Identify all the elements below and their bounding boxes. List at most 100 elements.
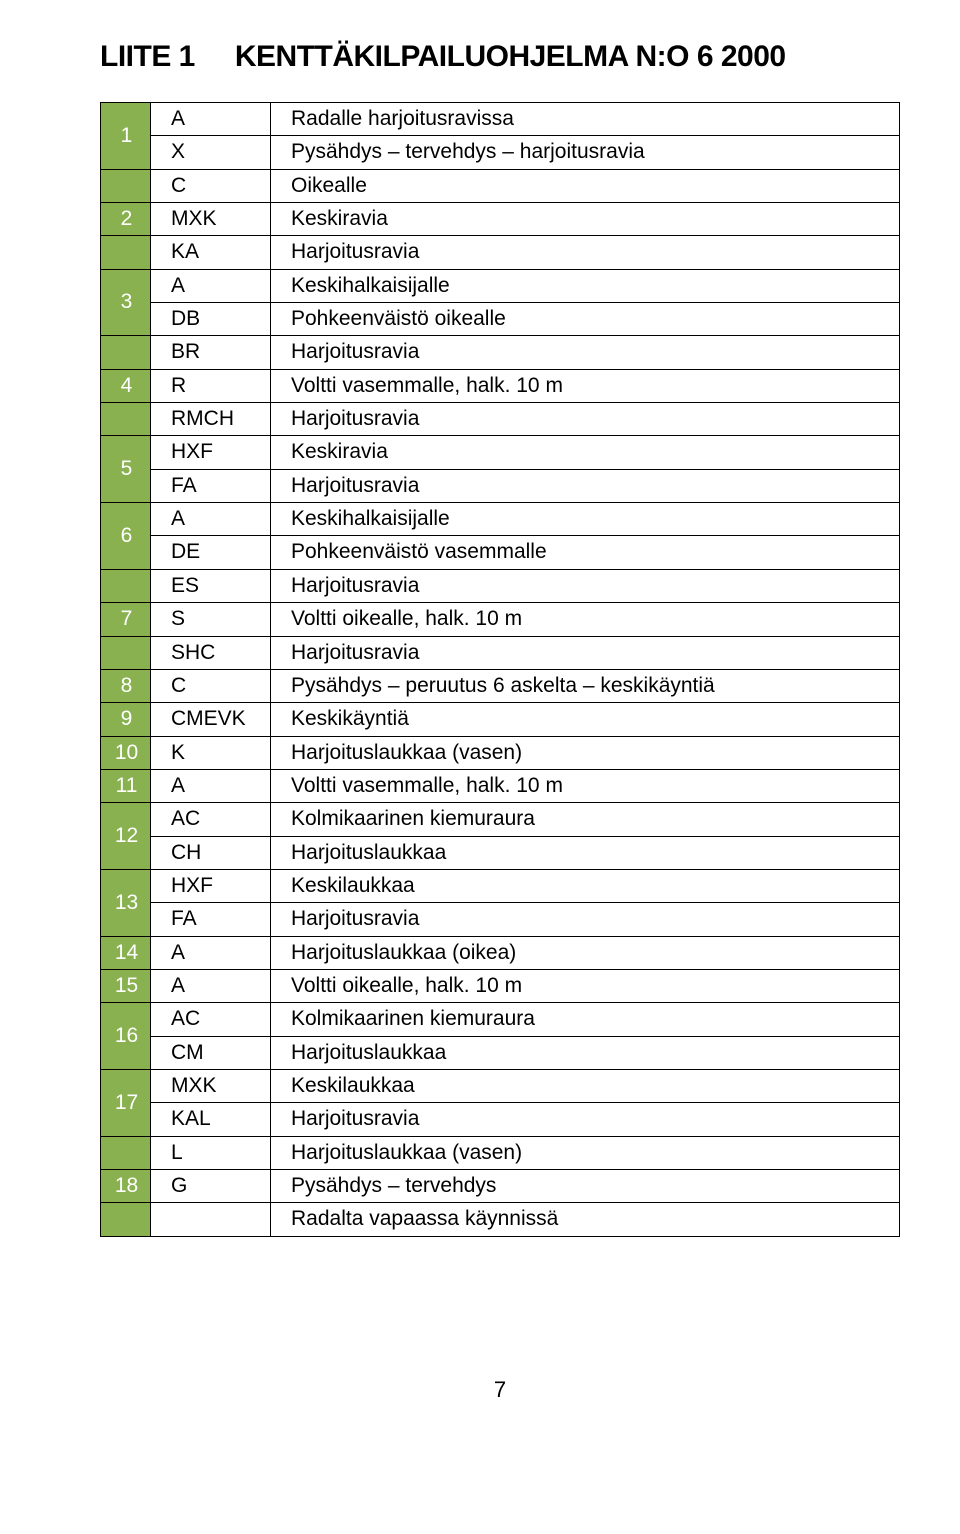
table-row: CMHarjoituslaukkaa — [101, 1036, 900, 1069]
table-row: DEPohkeenväistö vasemmalle — [101, 536, 900, 569]
row-code: S — [151, 603, 271, 636]
row-desc: Harjoitusravia — [271, 236, 900, 269]
row-code: A — [151, 269, 271, 302]
row-number: 6 — [101, 503, 151, 570]
row-code: R — [151, 369, 271, 402]
row-code: X — [151, 136, 271, 169]
row-desc: Harjoitusravia — [271, 336, 900, 369]
table-row: 15AVoltti oikealle, halk. 10 m — [101, 969, 900, 1002]
row-number — [101, 403, 151, 436]
row-desc: Harjoitusravia — [271, 403, 900, 436]
row-number: 7 — [101, 603, 151, 636]
page-heading: LIITE 1 KENTTÄKILPAILUOHJELMA N:O 6 2000 — [100, 40, 900, 74]
row-code: KA — [151, 236, 271, 269]
row-number — [101, 636, 151, 669]
table-row: 8CPysähdys – peruutus 6 askelta – keskik… — [101, 669, 900, 702]
row-code: ES — [151, 569, 271, 602]
row-desc: Harjoituslaukkaa (vasen) — [271, 1136, 900, 1169]
row-desc: Radalle harjoitusravissa — [271, 103, 900, 136]
row-desc: Keskihalkaisijalle — [271, 503, 900, 536]
table-row: 1ARadalle harjoitusravissa — [101, 103, 900, 136]
row-desc: Kolmikaarinen kiemuraura — [271, 1003, 900, 1036]
table-row: SHCHarjoitusravia — [101, 636, 900, 669]
row-code: AC — [151, 1003, 271, 1036]
row-desc: Pysähdys – peruutus 6 askelta – keskikäy… — [271, 669, 900, 702]
row-number — [101, 1136, 151, 1169]
table-row: Radalta vapaassa käynnissä — [101, 1203, 900, 1236]
row-number: 14 — [101, 936, 151, 969]
table-row: 18GPysähdys – tervehdys — [101, 1170, 900, 1203]
row-number — [101, 569, 151, 602]
row-code: DE — [151, 536, 271, 569]
table-row: RMCHHarjoitusravia — [101, 403, 900, 436]
table-row: LHarjoituslaukkaa (vasen) — [101, 1136, 900, 1169]
row-code: MXK — [151, 203, 271, 236]
row-code: SHC — [151, 636, 271, 669]
row-desc: Harjoituslaukkaa (vasen) — [271, 736, 900, 769]
row-code: FA — [151, 469, 271, 502]
table-row: 17MXKKeskilaukkaa — [101, 1069, 900, 1102]
row-desc: Voltti oikealle, halk. 10 m — [271, 603, 900, 636]
table-row: FAHarjoitusravia — [101, 469, 900, 502]
row-desc: Keskihalkaisijalle — [271, 269, 900, 302]
table-row: FAHarjoitusravia — [101, 903, 900, 936]
row-number: 12 — [101, 803, 151, 870]
row-code: A — [151, 103, 271, 136]
table-row: KAHarjoitusravia — [101, 236, 900, 269]
row-number: 13 — [101, 869, 151, 936]
row-desc: Harjoituslaukkaa — [271, 1036, 900, 1069]
table-row: 13HXFKeskilaukkaa — [101, 869, 900, 902]
row-code: K — [151, 736, 271, 769]
row-code — [151, 1203, 271, 1236]
table-row: 16ACKolmikaarinen kiemuraura — [101, 1003, 900, 1036]
row-number — [101, 169, 151, 202]
row-desc: Oikealle — [271, 169, 900, 202]
row-number: 3 — [101, 269, 151, 336]
table-row: KALHarjoitusravia — [101, 1103, 900, 1136]
row-desc: Keskiravia — [271, 203, 900, 236]
table-row: DBPohkeenväistö oikealle — [101, 303, 900, 336]
row-desc: Keskilaukkaa — [271, 1069, 900, 1102]
table-row: 9CMEVKKeskikäyntiä — [101, 703, 900, 736]
row-desc: Harjoitusravia — [271, 903, 900, 936]
row-number: 2 — [101, 203, 151, 236]
table-row: 11AVoltti vasemmalle, halk. 10 m — [101, 769, 900, 802]
row-number: 18 — [101, 1170, 151, 1203]
row-code: MXK — [151, 1069, 271, 1102]
row-desc: Pysähdys – tervehdys — [271, 1170, 900, 1203]
row-number: 11 — [101, 769, 151, 802]
row-number — [101, 336, 151, 369]
table-row: CHHarjoituslaukkaa — [101, 836, 900, 869]
row-number: 8 — [101, 669, 151, 702]
row-number: 15 — [101, 969, 151, 1002]
table-row: 3AKeskihalkaisijalle — [101, 269, 900, 302]
table-row: 2MXKKeskiravia — [101, 203, 900, 236]
row-number: 4 — [101, 369, 151, 402]
row-code: G — [151, 1170, 271, 1203]
row-number — [101, 236, 151, 269]
table-row: 14AHarjoituslaukkaa (oikea) — [101, 936, 900, 969]
row-desc: Harjoituslaukkaa — [271, 836, 900, 869]
row-desc: Voltti vasemmalle, halk. 10 m — [271, 369, 900, 402]
row-desc: Voltti vasemmalle, halk. 10 m — [271, 769, 900, 802]
row-number: 9 — [101, 703, 151, 736]
row-desc: Pysähdys – tervehdys – harjoitusravia — [271, 136, 900, 169]
row-code: A — [151, 769, 271, 802]
row-number: 16 — [101, 1003, 151, 1070]
row-desc: Kolmikaarinen kiemuraura — [271, 803, 900, 836]
heading-left: LIITE 1 — [100, 40, 195, 74]
table-row: XPysähdys – tervehdys – harjoitusravia — [101, 136, 900, 169]
row-code: A — [151, 936, 271, 969]
row-desc: Harjoitusravia — [271, 569, 900, 602]
row-code: A — [151, 503, 271, 536]
row-code: L — [151, 1136, 271, 1169]
page-number: 7 — [100, 1377, 900, 1403]
row-number: 10 — [101, 736, 151, 769]
row-desc: Harjoituslaukkaa (oikea) — [271, 936, 900, 969]
row-desc: Harjoitusravia — [271, 1103, 900, 1136]
row-code: A — [151, 969, 271, 1002]
row-number: 1 — [101, 103, 151, 170]
row-code: HXF — [151, 436, 271, 469]
row-code: RMCH — [151, 403, 271, 436]
table-row: ESHarjoitusravia — [101, 569, 900, 602]
